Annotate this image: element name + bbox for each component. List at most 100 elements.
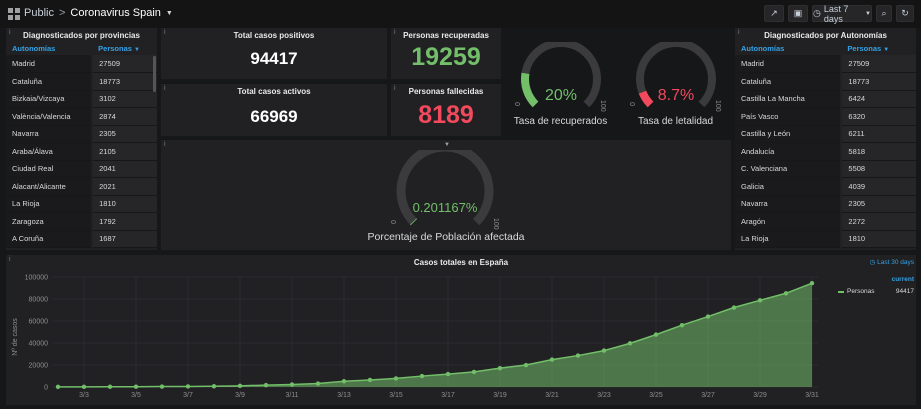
data-point[interactable] <box>549 357 555 362</box>
info-icon[interactable]: i <box>394 85 396 92</box>
data-point[interactable] <box>523 362 529 368</box>
chart-title: Casos totales en España <box>413 258 509 267</box>
data-point[interactable] <box>731 305 737 310</box>
cell-count: 6211 <box>841 125 916 143</box>
data-point[interactable] <box>185 384 191 389</box>
x-tick-label: 3/9 <box>235 392 245 399</box>
data-point[interactable] <box>367 377 373 383</box>
data-point[interactable] <box>705 314 711 319</box>
table-row: A Coruña 1687 <box>6 230 157 248</box>
data-point[interactable] <box>601 348 607 353</box>
panel-title: Personas fallecidas <box>408 87 484 96</box>
info-icon[interactable]: i <box>738 29 740 36</box>
gauge-value: 20% <box>545 87 577 104</box>
recovery-rate-gauge-panel: 0 100 20% Tasa de recuperados <box>505 28 616 136</box>
data-point[interactable] <box>133 384 139 389</box>
table-row: Madrid 27509 <box>735 55 916 73</box>
clock-icon: ◷ <box>869 259 876 266</box>
dashboard-grid-icon[interactable] <box>8 8 20 20</box>
info-icon[interactable]: i <box>164 85 166 92</box>
cell-region: Galicia <box>735 177 843 196</box>
info-icon[interactable]: i <box>9 256 11 263</box>
x-tick-label: 3/7 <box>183 392 193 399</box>
legend: current Personas 94417 <box>838 276 914 295</box>
chevron-down-icon[interactable]: ▼ <box>444 142 450 148</box>
cell-region: Navarra <box>735 195 843 213</box>
left-table: Autonomías Personas ▼ Madrid 27509 Cataluñ… <box>6 42 157 248</box>
lethality-gauge: 0 100 8.7% <box>630 42 721 112</box>
data-point[interactable] <box>393 376 399 381</box>
tv-mode-button[interactable]: ▣ <box>788 5 808 22</box>
cell-count: 18773 <box>841 72 916 91</box>
zoom-out-button[interactable]: ⌕ <box>876 5 892 22</box>
y-tick-label: 60000 <box>29 319 49 326</box>
data-point[interactable] <box>653 332 659 337</box>
time-picker-button[interactable]: ◷ Last 7 days ▼ <box>812 4 872 24</box>
table-row: Navarra 2305 <box>6 125 157 143</box>
info-icon[interactable]: i <box>164 141 166 148</box>
info-icon[interactable]: i <box>9 29 11 36</box>
data-point[interactable] <box>315 381 321 386</box>
data-point[interactable] <box>679 322 685 328</box>
gauge-fill <box>410 218 418 226</box>
data-point[interactable] <box>237 383 243 389</box>
chevron-down-icon[interactable]: ▼ <box>165 9 173 17</box>
y-tick-label: 20000 <box>29 363 49 370</box>
gauge-track <box>396 150 494 226</box>
legend-current-header: current <box>891 276 914 283</box>
dashboard-title[interactable]: Coronavirus Spain <box>70 7 161 19</box>
deceased-panel: i Personas fallecidas 8189 <box>391 84 501 136</box>
share-button[interactable]: ↗ <box>764 5 784 22</box>
cell-region: Bizkaia/Vizcaya <box>6 90 94 108</box>
data-point[interactable] <box>575 353 581 358</box>
data-point[interactable] <box>159 384 165 389</box>
column-header-autonomias[interactable]: Autonomías <box>12 44 56 53</box>
gauge-fill <box>521 72 539 108</box>
info-icon[interactable]: i <box>164 29 166 36</box>
data-point[interactable] <box>211 384 217 389</box>
cell-region: Aragón <box>735 212 843 231</box>
data-point[interactable] <box>55 384 61 390</box>
cell-count: 1810 <box>841 230 916 248</box>
data-point[interactable] <box>471 369 477 375</box>
data-point[interactable] <box>81 384 87 390</box>
legend-item[interactable]: Personas 94417 <box>838 288 914 295</box>
active-cases-panel: i Total casos activos 66969 <box>161 84 387 136</box>
refresh-button[interactable]: ↻ <box>896 5 914 22</box>
time-range-badge[interactable]: ◷ Last 30 days <box>869 259 914 266</box>
info-icon[interactable]: i <box>394 29 396 36</box>
data-point[interactable] <box>627 341 633 346</box>
data-point[interactable] <box>757 298 763 303</box>
column-header-personas[interactable]: Personas ▼ <box>98 44 140 53</box>
x-tick-label: 3/17 <box>441 392 455 399</box>
data-point[interactable] <box>289 382 295 387</box>
stat-value: 8189 <box>418 101 474 129</box>
scrollbar[interactable] <box>153 56 156 92</box>
table-row: Alacant/Alicante 2021 <box>6 177 157 196</box>
column-header-personas[interactable]: Personas ▼ <box>847 44 890 53</box>
data-point[interactable] <box>263 382 269 388</box>
cell-count: 2874 <box>92 107 157 126</box>
cell-region: La Rioja <box>6 195 94 213</box>
data-point[interactable] <box>783 291 789 296</box>
data-point[interactable] <box>107 384 113 389</box>
cases-chart: 0 20000 40000 60000 80000 100000 3/3 3/5 3/7 3/9… <box>12 275 819 400</box>
cell-region: Castilla La Mancha <box>735 90 843 108</box>
cell-region: Ciudad Real <box>6 160 94 178</box>
data-point[interactable] <box>341 379 347 384</box>
breadcrumb-public[interactable]: Public <box>24 7 54 19</box>
right-table: Autonomías Personas ▼ Madrid 27509 Cataluñ… <box>735 42 916 248</box>
data-point[interactable] <box>497 365 503 371</box>
table-row: Galicia 4039 <box>735 177 916 196</box>
gauge-min: 0 <box>630 102 637 106</box>
top-navbar: Public > Coronavirus Spain ▼ ↗ ▣ ◷ Last … <box>0 0 921 28</box>
table-row: Castilla y León 6211 <box>735 125 916 143</box>
data-point[interactable] <box>419 373 425 379</box>
gauge-max: 100 <box>492 218 499 230</box>
cell-region: Cataluña <box>6 72 94 91</box>
data-point[interactable] <box>445 371 451 377</box>
clock-icon: ◷ <box>813 8 821 18</box>
column-header-autonomias[interactable]: Autonomías <box>741 44 785 53</box>
data-point[interactable] <box>809 280 815 286</box>
cell-region: Andalucía <box>735 142 843 161</box>
